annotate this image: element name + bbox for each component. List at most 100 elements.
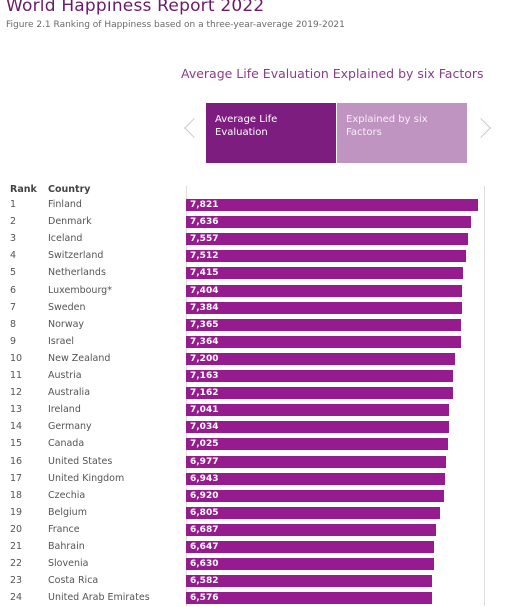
rank-column-header: Rank — [10, 184, 37, 195]
table-row: 5 Netherlands 7,415 — [0, 265, 505, 282]
bar[interactable] — [186, 575, 432, 588]
bar-value-label: 7,636 — [190, 217, 219, 228]
rank-value: 9 — [10, 335, 17, 347]
table-row: 22 Slovenia 6,630 — [0, 556, 505, 573]
bar-value-label: 7,162 — [190, 388, 219, 399]
bar-value-label: 7,384 — [190, 302, 219, 313]
bar-value-label: 6,630 — [190, 559, 219, 570]
bar-value-label: 7,025 — [190, 439, 219, 450]
rank-value: 21 — [10, 541, 23, 552]
rank-value: 3 — [10, 233, 17, 245]
bar-value-label: 7,041 — [190, 405, 219, 416]
bar[interactable] — [186, 541, 435, 553]
bar-value-label: 6,943 — [190, 473, 219, 484]
table-row: 21 Bahrain 6,647 — [0, 539, 505, 556]
bar-value-label: 7,821 — [190, 200, 219, 210]
bar[interactable] — [186, 199, 478, 211]
bar-value-label: 6,647 — [190, 542, 219, 552]
bar-value-label: 6,977 — [190, 456, 219, 467]
bar[interactable] — [186, 455, 447, 468]
country-name: Canada — [48, 438, 85, 450]
figure-caption: Figure 2.1 Ranking of Happiness based on… — [6, 20, 345, 30]
rank-value: 16 — [10, 455, 23, 467]
table-row: 19 Belgium 6,805 — [0, 505, 505, 522]
country-name: Norway — [48, 318, 85, 330]
country-name: Costa Rica — [48, 575, 99, 587]
rank-value: 19 — [10, 506, 23, 518]
table-row: 6 Luxembourg* 7,404 — [0, 283, 505, 300]
bar-value-label: 7,364 — [190, 336, 219, 347]
bar[interactable] — [186, 558, 434, 571]
bar[interactable] — [186, 438, 449, 451]
table-row: 2 Denmark 7,636 — [0, 214, 505, 231]
country-name: Belgium — [48, 506, 87, 518]
bar[interactable] — [186, 267, 463, 280]
table-row: 9 Israel 7,364 — [0, 334, 505, 351]
tab-average-life-evaluation[interactable]: Average Life Evaluation — [206, 103, 336, 163]
rank-value: 1 — [10, 199, 17, 210]
bar-value-label: 6,582 — [190, 576, 219, 587]
bar-value-label: 7,557 — [190, 234, 219, 245]
bar[interactable] — [186, 421, 449, 434]
rank-value: 17 — [10, 472, 23, 484]
country-name: Ireland — [48, 404, 81, 416]
country-name: Czechia — [48, 489, 86, 501]
tab-explained-by-six-factors[interactable]: Explained by six Factors — [337, 103, 467, 163]
bar[interactable] — [186, 301, 462, 314]
bar[interactable] — [186, 370, 454, 382]
bar[interactable] — [186, 233, 469, 246]
country-name: Switzerland — [48, 250, 104, 262]
page-title: World Happiness Report 2022 — [6, 0, 265, 16]
country-name: Austria — [48, 370, 82, 381]
rank-value: 10 — [10, 352, 23, 364]
bar[interactable] — [186, 592, 432, 605]
rank-value: 5 — [10, 267, 17, 279]
bar[interactable] — [186, 472, 446, 485]
bar[interactable] — [186, 404, 449, 417]
bar[interactable] — [186, 250, 467, 263]
table-row: 3 Iceland 7,557 — [0, 231, 505, 248]
bar[interactable] — [186, 335, 461, 348]
bar[interactable] — [186, 216, 472, 229]
table-row: 4 Switzerland 7,512 — [0, 248, 505, 265]
bar-value-label: 7,163 — [190, 371, 219, 381]
rank-value: 13 — [10, 404, 23, 416]
country-name: Iceland — [48, 233, 83, 245]
country-name: New Zealand — [48, 352, 111, 364]
bar[interactable] — [186, 387, 454, 400]
table-row: 12 Australia 7,162 — [0, 385, 505, 402]
rank-value: 8 — [10, 318, 17, 330]
bar-value-label: 7,415 — [190, 268, 219, 279]
bar-value-label: 7,512 — [190, 251, 219, 262]
bar[interactable] — [186, 352, 455, 365]
country-column-header: Country — [48, 184, 91, 195]
country-name: Slovenia — [48, 558, 89, 570]
rank-value: 14 — [10, 421, 23, 433]
table-row: 8 Norway 7,365 — [0, 317, 505, 334]
bar[interactable] — [186, 284, 463, 297]
country-name: France — [48, 523, 80, 535]
rank-value: 24 — [10, 592, 23, 604]
bar-value-label: 6,576 — [190, 593, 219, 604]
rank-value: 12 — [10, 387, 23, 399]
rank-value: 23 — [10, 575, 23, 587]
table-row: 18 Czechia 6,920 — [0, 488, 505, 505]
bar-value-label: 6,920 — [190, 490, 219, 501]
bar[interactable] — [186, 318, 461, 331]
bar[interactable] — [186, 523, 436, 536]
country-name: Bahrain — [48, 541, 85, 552]
bar[interactable] — [186, 489, 445, 502]
bar[interactable] — [186, 506, 441, 519]
country-name: Netherlands — [48, 267, 106, 279]
table-row: 24 United Arab Emirates 6,576 — [0, 590, 505, 607]
table-row: 17 United Kingdom 6,943 — [0, 471, 505, 488]
rank-value: 6 — [10, 284, 17, 296]
table-row: 16 United States 6,977 — [0, 454, 505, 471]
bar-value-label: 6,687 — [190, 524, 219, 535]
country-name: United Arab Emirates — [48, 592, 150, 604]
chart-heading: Average Life Evaluation Explained by six… — [181, 66, 484, 81]
country-name: Denmark — [48, 216, 92, 228]
table-row: 20 France 6,687 — [0, 522, 505, 539]
axis-gridline — [484, 186, 485, 606]
